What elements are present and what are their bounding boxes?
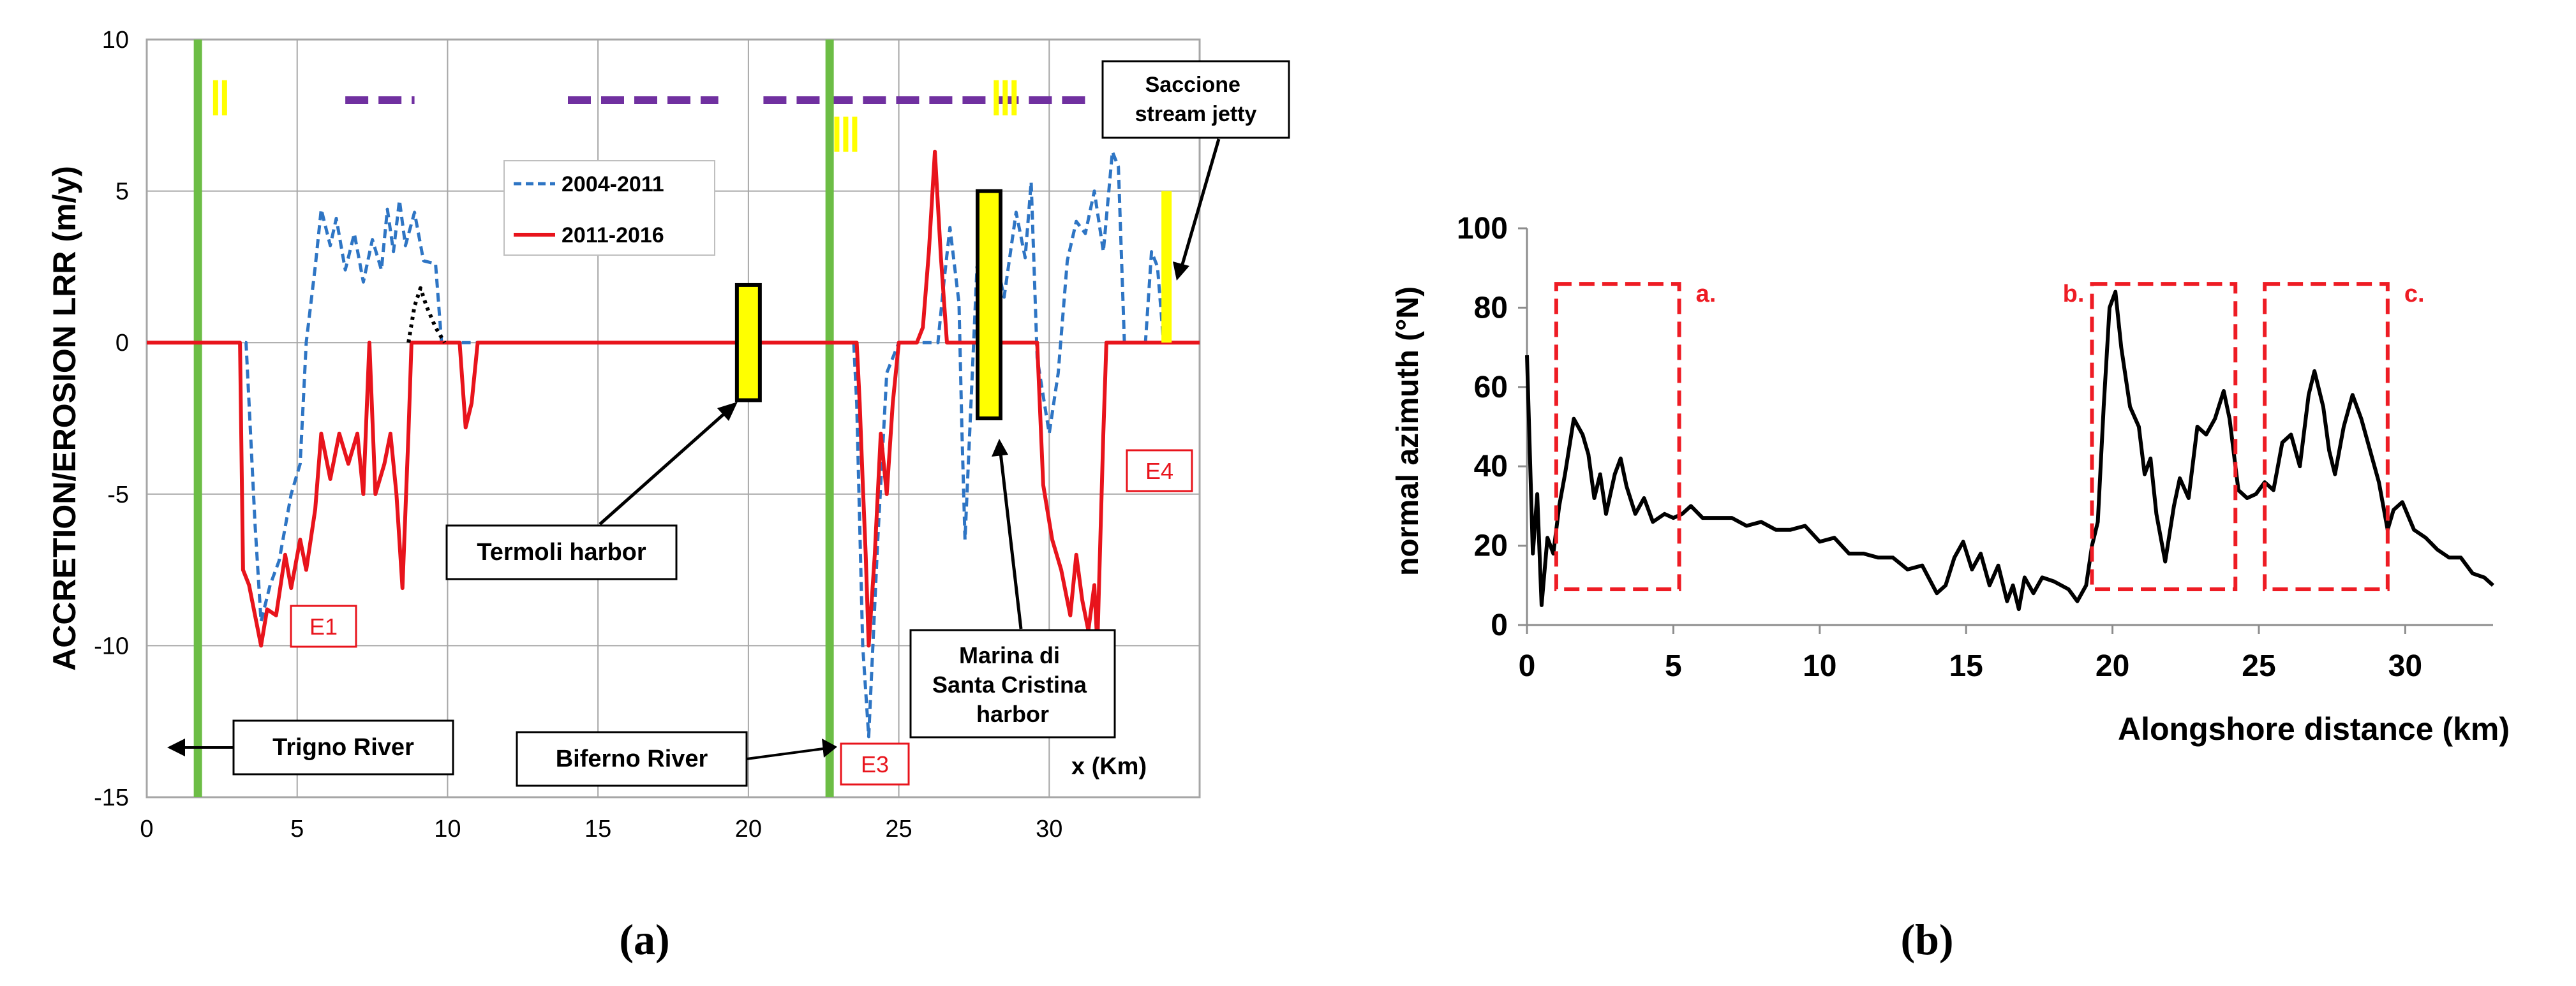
y-tick-label: 5 <box>115 179 129 205</box>
chart-a-x-axis-label: x (Km) <box>1071 753 1147 780</box>
marina-label-box <box>909 629 1116 739</box>
caption-a: (a) <box>619 915 669 964</box>
chart-b-y-axis-label: normal azimuth (°N) <box>1391 286 1425 576</box>
e3-label: E3 <box>861 751 889 777</box>
box-label: c. <box>2404 281 2425 307</box>
x-tick-label: 5 <box>1665 649 1682 683</box>
dashed-box <box>2090 282 2238 592</box>
biferno-label-box <box>516 731 748 787</box>
y-tick-label: -15 <box>94 784 129 811</box>
x-tick-label: 10 <box>434 816 461 843</box>
chart-b: 0 20 40 60 80 100 0 5 10 15 20 25 30 nor… <box>1391 212 2510 747</box>
box-label: a. <box>1696 281 1716 307</box>
caption-b: (b) <box>1900 915 1953 964</box>
x-tick-label: 15 <box>1949 649 1983 683</box>
x-tick-label: 20 <box>735 816 762 843</box>
chart-a-series <box>147 149 1200 739</box>
y-tick-label: 20 <box>1474 529 1508 563</box>
dashed-box <box>2263 282 2390 592</box>
sector-marker-bar <box>852 116 858 152</box>
chart-a: 10 5 0 -5 -10 -15 0 5 10 15 20 25 30 ACC… <box>47 27 1290 843</box>
y-tick-label: 0 <box>115 330 129 357</box>
x-tick-label: 30 <box>2388 649 2422 683</box>
saccione-label: Saccione stream jetty <box>1135 73 1257 126</box>
y-tick-label: -5 <box>107 482 129 508</box>
trigno-label: Trigno River <box>272 734 414 761</box>
y-tick-label: 60 <box>1474 371 1508 404</box>
azimuth-line <box>1525 290 2495 612</box>
legend-label-2011-2016: 2011-2016 <box>562 223 664 247</box>
series-line-2011-2016 <box>147 149 1200 648</box>
termoli-arrow <box>599 411 727 526</box>
sector-marker-bar <box>212 80 218 115</box>
harbor-bar <box>734 283 762 402</box>
dashed-box <box>1554 282 1681 592</box>
x-tick-label: 0 <box>140 816 153 843</box>
chart-a-river-lines <box>193 40 834 797</box>
x-tick-label: 25 <box>2242 649 2275 683</box>
x-tick-label: 10 <box>1803 649 1836 683</box>
marina-arrowhead <box>992 439 1008 457</box>
chart-b-axes <box>1518 227 2493 634</box>
x-tick-label: 5 <box>290 816 304 843</box>
y-tick-label: 100 <box>1457 212 1508 246</box>
chart-b-x-tick-labels: 0 5 10 15 20 25 30 <box>1519 649 2422 683</box>
y-tick-label: 10 <box>102 27 129 54</box>
sector-marker-bar <box>843 116 849 152</box>
e4-label-box <box>1126 449 1193 492</box>
chart-a-y-axis-label: ACCRETION/EROSION LRR (m/y) <box>47 166 82 671</box>
sector-marker-bar <box>834 116 840 152</box>
e4-label: E4 <box>1145 458 1173 484</box>
sector-marker-bar <box>1002 80 1008 115</box>
chart-a-sector-markers <box>212 80 1017 152</box>
biferno-label: Biferno River <box>556 746 708 772</box>
saccione-label-box <box>1101 60 1290 139</box>
biferno-arrowhead <box>822 739 837 758</box>
legend-label-2004-2011: 2004-2011 <box>562 172 664 196</box>
biferno-arrow <box>746 747 824 760</box>
saccione-arrowhead <box>1173 261 1189 281</box>
legend-frame <box>503 160 715 256</box>
e1-label: E1 <box>309 614 338 640</box>
y-tick-label: -10 <box>94 633 129 659</box>
saccione-arrow <box>1180 138 1221 267</box>
marina-arrow <box>999 452 1023 629</box>
chart-a-harbor-bars <box>734 189 1172 420</box>
chart-a-annotations: Trigno River Biferno River Termoli harbo… <box>167 60 1290 787</box>
sector-marker-bar <box>1011 80 1017 115</box>
chart-b-series <box>1525 290 2495 612</box>
chart-b-boxes: a. b. c. <box>1554 281 2425 592</box>
y-tick-label: 80 <box>1474 291 1508 325</box>
termoli-arrowhead <box>717 402 738 421</box>
y-tick-label: 0 <box>1491 608 1508 642</box>
series-line-2004-2011 <box>147 150 1200 739</box>
termoli-label-box <box>445 524 678 580</box>
termoli-label: Termoli harbor <box>477 539 646 566</box>
chart-a-x-tick-labels: 0 5 10 15 20 25 30 <box>140 816 1062 843</box>
x-tick-label: 25 <box>885 816 912 843</box>
chart-a-y-tick-labels: 10 5 0 -5 -10 -15 <box>94 27 129 811</box>
sector-marker-bar <box>994 80 999 115</box>
chart-a-legend: 2004-2011 2011-2016 <box>503 160 715 256</box>
x-tick-label: 15 <box>584 816 611 843</box>
trigno-arrowhead <box>167 739 185 756</box>
x-tick-label: 20 <box>2096 649 2129 683</box>
e3-label-box <box>840 742 910 786</box>
x-tick-label: 30 <box>1036 816 1062 843</box>
e1-label-box <box>290 605 357 648</box>
chart-b-y-tick-labels: 0 20 40 60 80 100 <box>1457 212 1508 642</box>
series-line-dotted <box>406 286 447 344</box>
x-tick-label: 0 <box>1519 649 1536 683</box>
sector-marker-bar <box>221 80 227 115</box>
box-label: b. <box>2063 281 2085 307</box>
harbor-bar <box>976 189 1002 420</box>
jetty-bar <box>1161 191 1172 343</box>
marina-label: Marina di Santa Cristina harbor <box>932 642 1093 727</box>
y-tick-label: 40 <box>1474 450 1508 483</box>
trigno-label-box <box>232 719 454 776</box>
chart-b-x-axis-label: Alongshore distance (km) <box>2118 711 2510 747</box>
